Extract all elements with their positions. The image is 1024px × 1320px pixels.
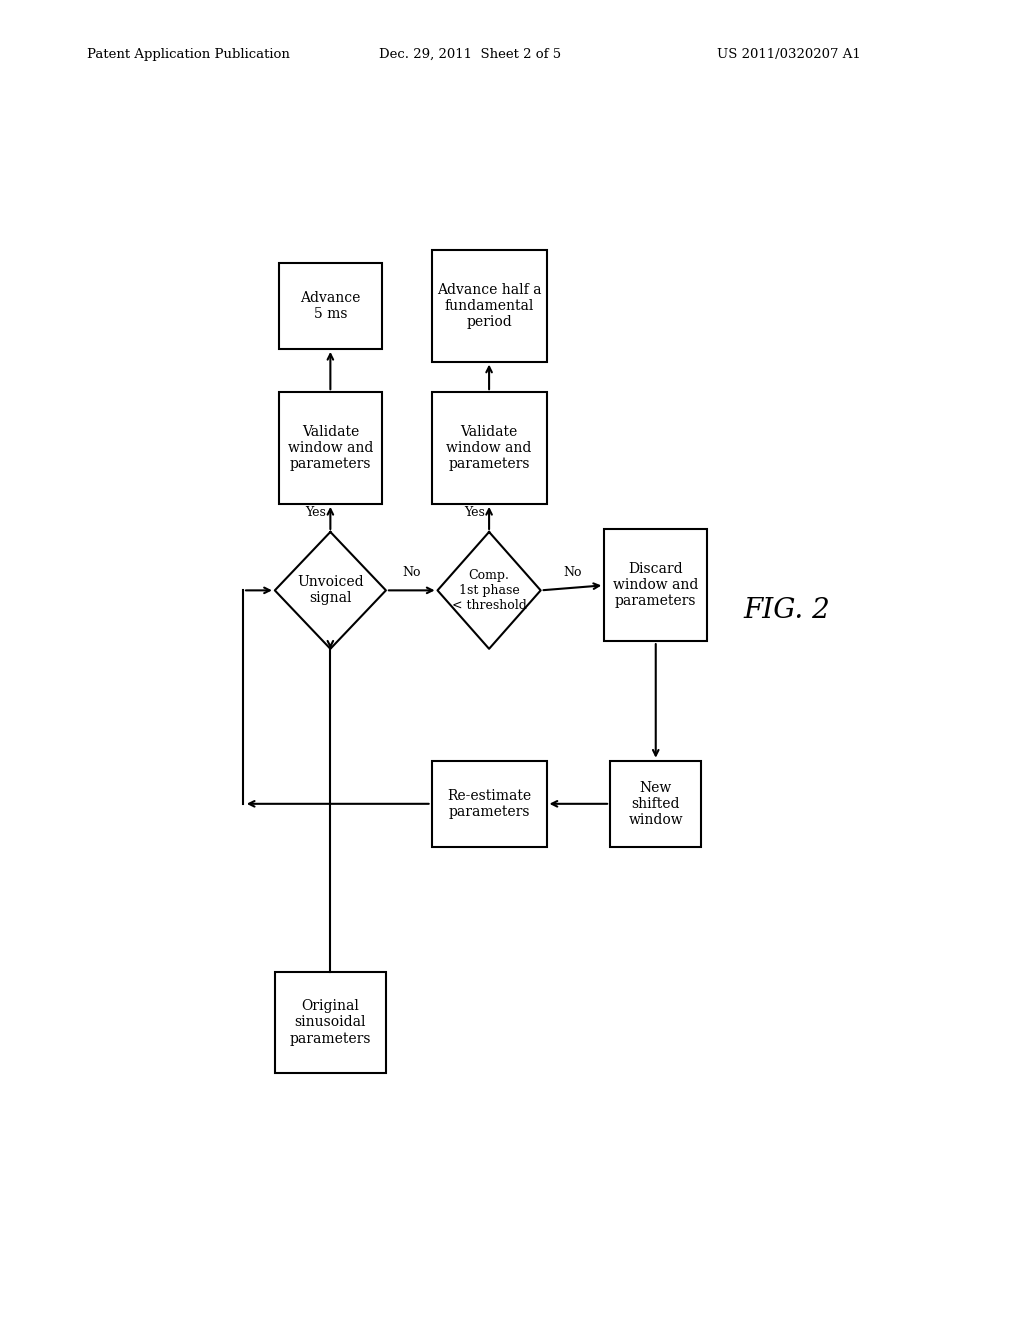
Text: Validate
window and
parameters: Validate window and parameters [288,425,373,471]
Bar [274,972,386,1073]
Text: US 2011/0320207 A1: US 2011/0320207 A1 [717,48,860,61]
Text: Advance
5 ms: Advance 5 ms [300,290,360,321]
Polygon shape [437,532,541,649]
Text: Original
sinusoidal
parameters: Original sinusoidal parameters [290,999,371,1045]
Bar [610,760,701,847]
Text: Comp.
1st phase
< threshold: Comp. 1st phase < threshold [452,569,526,612]
Bar [604,529,708,642]
Bar [431,760,547,847]
Text: Patent Application Publication: Patent Application Publication [87,48,290,61]
Text: Validate
window and
parameters: Validate window and parameters [446,425,531,471]
Text: Yes: Yes [305,507,327,519]
Bar [431,249,547,362]
Text: Discard
window and
parameters: Discard window and parameters [613,562,698,609]
Text: Dec. 29, 2011  Sheet 2 of 5: Dec. 29, 2011 Sheet 2 of 5 [379,48,561,61]
Text: No: No [563,565,582,578]
Text: No: No [402,565,421,578]
Text: Unvoiced
signal: Unvoiced signal [297,576,364,606]
Text: Re-estimate
parameters: Re-estimate parameters [447,789,531,818]
Text: Advance half a
fundamental
period: Advance half a fundamental period [437,282,542,329]
Bar [279,392,382,504]
Text: New
shifted
window: New shifted window [629,780,683,828]
Bar [279,263,382,348]
Text: FIG. 2: FIG. 2 [743,597,829,624]
Bar [431,392,547,504]
Polygon shape [274,532,386,649]
Text: Yes: Yes [464,507,485,519]
